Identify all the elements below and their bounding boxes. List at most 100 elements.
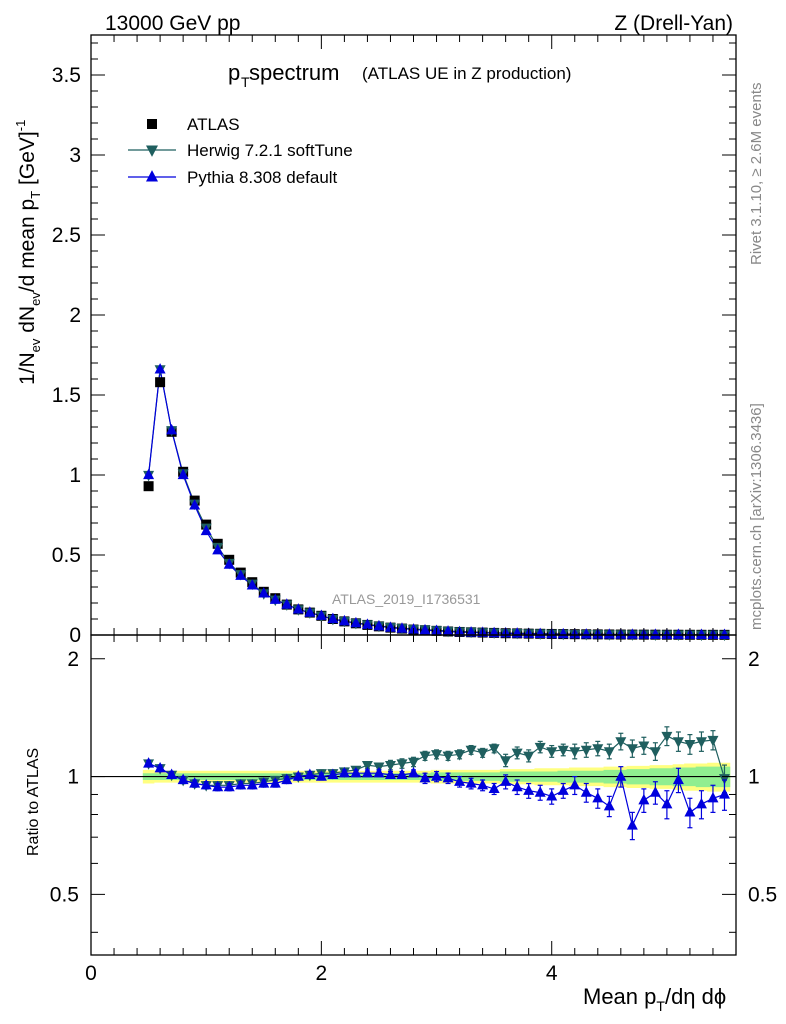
- ratio-point: [408, 766, 419, 778]
- main-point: [246, 579, 258, 590]
- main-point: [419, 623, 431, 635]
- y-tick-label-main: 0: [69, 624, 81, 647]
- ratio-point: [361, 760, 373, 772]
- ratio-point: [465, 745, 477, 757]
- ratio-point: [454, 775, 466, 786]
- ratio-point: [684, 740, 696, 751]
- main-point: [235, 569, 247, 580]
- main-point: [177, 468, 189, 480]
- title-spectrum: spectrum: [249, 60, 339, 85]
- legend-marker: [147, 119, 157, 129]
- x-axis-label: Mean pT/dη dϕ: [583, 984, 726, 1014]
- y-tick-label-main: 3: [69, 144, 81, 167]
- ratio-point: [546, 747, 558, 758]
- ratio-point: [477, 748, 489, 760]
- y-tick-label-main: 2: [69, 304, 81, 327]
- ratio-point: [638, 793, 650, 805]
- ratio-point: [500, 775, 512, 786]
- ratio-point: [246, 778, 258, 790]
- ratio-point: [373, 766, 385, 778]
- legend-item: Herwig 7.2.1 softTune: [128, 141, 353, 160]
- main-point: [373, 619, 385, 631]
- x-tick-label: 4: [546, 962, 558, 985]
- y-tick-label-main: 0.5: [52, 544, 81, 567]
- ratio-point: [154, 761, 166, 773]
- main-point: [143, 468, 155, 480]
- ratio-point: [338, 766, 350, 778]
- ratio-point: [661, 797, 673, 809]
- ratio-point: [500, 756, 512, 767]
- ratio-point: [523, 784, 535, 795]
- ratio-point: [718, 788, 730, 799]
- ratio-tick-label-left: 1: [67, 766, 79, 789]
- legend-label: Herwig 7.2.1 softTune: [187, 141, 353, 160]
- ratio-point: [350, 766, 362, 778]
- main-point: [672, 628, 684, 639]
- ratio-tick-label-right: 0.5: [748, 883, 777, 906]
- main-point: [465, 626, 477, 637]
- main-point: [338, 614, 350, 626]
- main-panel-marks: [143, 363, 730, 642]
- axis-ticks: [90, 35, 737, 955]
- ratio-point: [258, 777, 270, 788]
- main-point: [718, 628, 730, 639]
- ratio-point: [212, 780, 224, 792]
- ratio-point: [615, 737, 627, 748]
- ratio-point: [615, 770, 627, 781]
- main-point: [327, 612, 339, 624]
- ratio-point: [419, 751, 431, 763]
- main-point: [258, 587, 270, 598]
- y-tick-label-main: 2.5: [52, 224, 81, 247]
- main-point: [292, 603, 304, 614]
- ratio-point: [626, 819, 638, 830]
- ratio-panel-marks: [143, 726, 730, 841]
- main-point: [580, 628, 592, 639]
- ratio-point: [534, 786, 546, 797]
- ratio-panel-frame: [90, 634, 737, 956]
- ratio-point: [477, 778, 489, 790]
- ratio-point: [580, 786, 592, 797]
- main-point: [154, 363, 166, 374]
- legend-item: Pythia 8.308 default: [128, 168, 338, 187]
- ratio-tick-label-left: 2: [67, 648, 79, 671]
- title-sub: T: [241, 74, 250, 90]
- title-p: p: [228, 60, 240, 85]
- ratio-point: [557, 745, 569, 757]
- legend-label: ATLAS: [187, 115, 240, 134]
- y-axis-label-main: 1/Nev dNev/d mean pT [GeV]-1: [13, 120, 43, 385]
- ratio-point: [442, 751, 454, 763]
- ratio-point: [361, 766, 373, 778]
- ratio-point: [592, 744, 604, 755]
- ratio-point: [523, 751, 535, 763]
- rivet-info: Rivet 3.1.10, ≥ 2.6M events: [748, 83, 765, 266]
- x-tick-label: 2: [316, 962, 328, 985]
- main-point: [189, 499, 201, 510]
- ratio-point: [626, 744, 638, 755]
- ratio-point: [269, 777, 281, 788]
- ratio-point: [661, 731, 673, 743]
- ratio-point: [431, 750, 443, 761]
- ratio-point: [281, 773, 293, 785]
- ratio-point: [511, 748, 523, 760]
- main-point: [350, 616, 362, 628]
- ratio-point: [638, 741, 650, 752]
- y-tick-label-main: 3.5: [52, 64, 81, 87]
- main-point: [626, 628, 638, 639]
- ratio-point: [200, 778, 212, 790]
- ratio-point: [315, 770, 327, 781]
- ratio-point: [384, 768, 396, 779]
- legend-item: ATLAS: [147, 115, 240, 134]
- main-point: [212, 543, 224, 555]
- analysis-watermark: ATLAS_2019_I1736531: [332, 591, 481, 607]
- ratio-point: [695, 737, 707, 748]
- ratio-point: [603, 747, 615, 758]
- ratio-point: [189, 777, 201, 788]
- main-point: [155, 377, 166, 388]
- ratio-point: [580, 745, 592, 757]
- legend-marker: [146, 170, 158, 182]
- ratio-point: [488, 782, 500, 794]
- ratio-point: [408, 757, 419, 769]
- ratio-point: [707, 735, 719, 747]
- main-point: [695, 628, 707, 639]
